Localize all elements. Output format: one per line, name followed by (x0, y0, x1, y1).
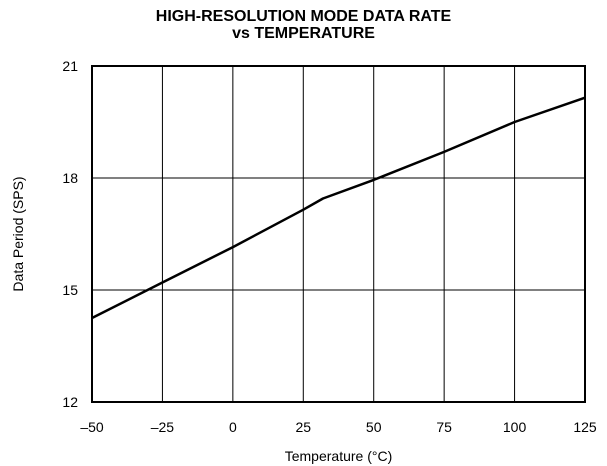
x-tick-label: 125 (573, 419, 597, 435)
x-tick-label: –50 (80, 419, 104, 435)
x-tick-label: 50 (366, 419, 382, 435)
x-tick-labels: –50 –25 0 25 50 75 100 125 (80, 419, 597, 435)
plot-frame (91, 65, 586, 403)
y-tick-label: 18 (62, 170, 78, 186)
chart-title: HIGH-RESOLUTION MODE DATA RATE (155, 8, 452, 25)
x-tick-label: 0 (229, 419, 237, 435)
y-tick-label: 12 (62, 394, 78, 410)
y-tick-label: 21 (62, 58, 78, 74)
chart-subtitle: vs TEMPERATURE (232, 25, 375, 42)
x-tick-label: 100 (503, 419, 527, 435)
y-tick-labels: 12 15 18 21 (62, 58, 78, 410)
x-tick-label: 75 (436, 419, 452, 435)
series-group (91, 96, 586, 320)
x-axis-label: Temperature (°C) (285, 448, 393, 464)
y-axis-label: Data Period (SPS) (10, 176, 26, 291)
grid (91, 65, 586, 403)
y-tick-label: 15 (62, 282, 78, 298)
series-line-0 (91, 96, 586, 320)
x-tick-label: 25 (295, 419, 311, 435)
x-tick-label: –25 (151, 419, 175, 435)
